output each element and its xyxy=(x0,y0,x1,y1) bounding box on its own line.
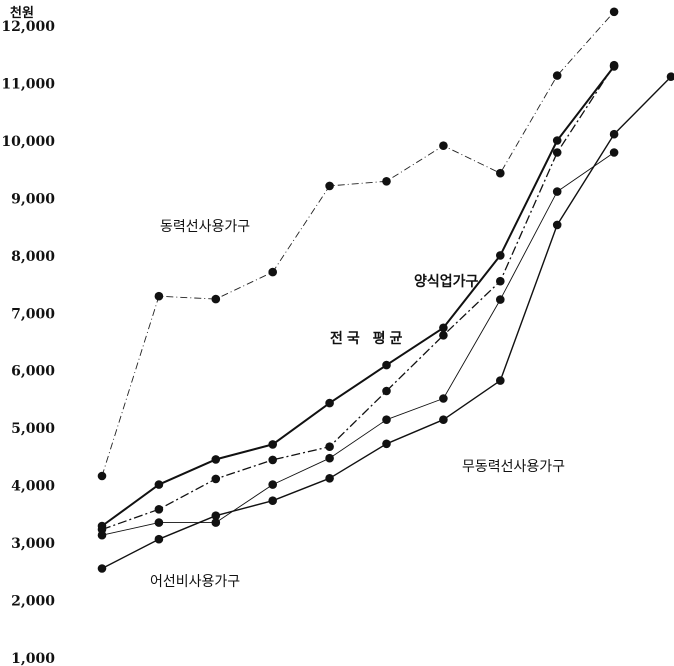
data-point-s1-1 xyxy=(154,480,164,489)
data-point-s3-9 xyxy=(609,148,619,157)
data-point-s3-7 xyxy=(496,295,505,304)
data-point-s2-1 xyxy=(154,505,164,514)
series-line-0 xyxy=(101,11,615,477)
data-point-s3-3 xyxy=(268,480,278,489)
series-lines xyxy=(101,11,672,570)
data-point-s2-2 xyxy=(211,474,221,484)
y-tick-label: 2,000 xyxy=(11,594,55,610)
series-line-3 xyxy=(101,152,615,536)
data-point-s3-0 xyxy=(97,530,107,540)
data-point-s2-8 xyxy=(552,148,562,157)
data-point-s4-10 xyxy=(666,72,674,81)
data-point-s4-2 xyxy=(211,511,221,520)
data-point-s1-2 xyxy=(211,455,221,464)
data-point-s2-9 xyxy=(609,60,619,70)
y-tick-label: 5,000 xyxy=(11,421,55,437)
label-national: 전국 평균 xyxy=(330,331,407,347)
data-point-s1-3 xyxy=(268,440,278,449)
data-point-s0-5 xyxy=(382,177,391,186)
data-point-s0-7 xyxy=(496,168,505,178)
data-point-s2-5 xyxy=(382,386,391,396)
data-point-s3-4 xyxy=(325,453,334,463)
y-tick-label: 3,000 xyxy=(11,536,55,552)
data-point-s0-1 xyxy=(154,291,164,301)
label-yangsik: 양식업가구 xyxy=(414,274,479,290)
data-point-s4-1 xyxy=(154,534,164,544)
label-eoseon: 어선비사용가구 xyxy=(150,574,241,590)
data-point-s0-6 xyxy=(439,141,448,150)
y-tick-label: 7,000 xyxy=(11,306,55,322)
y-tick-label: 11,000 xyxy=(1,76,55,92)
data-point-s0-4 xyxy=(325,181,334,191)
data-point-s4-8 xyxy=(552,220,562,230)
data-point-s1-8 xyxy=(552,136,562,145)
y-tick-label: 8,000 xyxy=(11,249,55,265)
label-dongryeok: 동력선사용가구 xyxy=(160,219,251,235)
data-point-s0-9 xyxy=(609,7,619,17)
data-point-s4-0 xyxy=(97,564,107,573)
data-point-s3-2 xyxy=(211,518,221,527)
series-line-2 xyxy=(101,64,615,531)
series-points xyxy=(97,7,674,573)
y-axis-unit-label: 천원 xyxy=(10,6,34,21)
data-point-s4-6 xyxy=(439,415,448,425)
data-point-s1-4 xyxy=(325,398,334,408)
series-line-1 xyxy=(101,65,615,527)
data-point-s4-3 xyxy=(268,496,278,506)
data-point-s0-0 xyxy=(97,471,107,481)
data-point-s4-9 xyxy=(609,129,619,139)
y-tick-label: 9,000 xyxy=(11,191,55,207)
data-point-s4-4 xyxy=(325,474,334,483)
data-point-s3-8 xyxy=(552,187,562,196)
data-point-s4-7 xyxy=(496,376,505,385)
y-tick-label: 6,000 xyxy=(11,364,55,380)
data-point-s0-3 xyxy=(268,267,278,277)
data-point-s0-8 xyxy=(552,71,562,80)
data-point-s2-7 xyxy=(496,276,505,286)
y-tick-label: 12,000 xyxy=(1,19,55,35)
data-point-s3-1 xyxy=(154,518,164,527)
data-point-s2-6 xyxy=(439,331,448,340)
data-point-s3-6 xyxy=(439,394,448,403)
y-tick-label: 4,000 xyxy=(11,479,55,495)
data-point-s1-7 xyxy=(496,251,505,260)
data-point-s2-4 xyxy=(325,442,334,452)
data-point-s1-5 xyxy=(382,360,391,370)
y-tick-label: 10,000 xyxy=(1,134,55,150)
data-point-s3-5 xyxy=(382,415,391,425)
label-mudongryeok: 무동력선사용가구 xyxy=(462,459,566,475)
data-point-s2-3 xyxy=(268,455,278,465)
data-point-s0-2 xyxy=(211,294,221,304)
y-tick-label: 1,000 xyxy=(11,651,55,666)
data-point-s1-6 xyxy=(439,323,448,333)
data-point-s4-5 xyxy=(382,439,391,449)
y-axis: 12,000 11,000 10,000 9,000 8,000 7,000 6,000 5,… xyxy=(1,19,55,666)
